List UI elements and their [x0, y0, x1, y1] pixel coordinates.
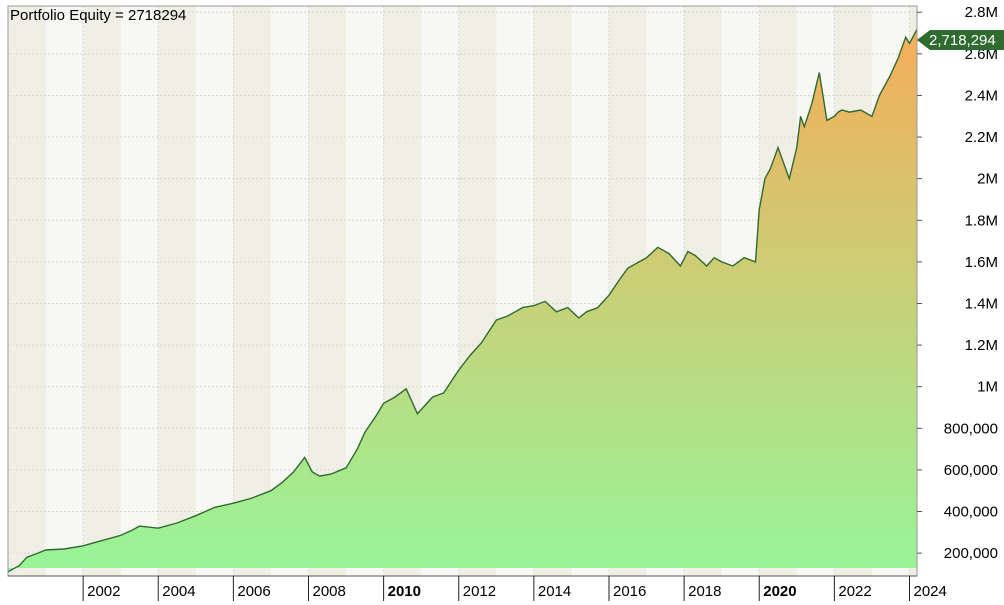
equity-area [8, 29, 917, 572]
x-tick-label: 2018 [688, 583, 721, 600]
x-tick-label: 2024 [913, 583, 946, 600]
y-tick-label: 2.8M [965, 4, 998, 21]
year-band [233, 6, 271, 576]
x-axis: 2002 2004 2006 2008 2010 2012 2014 2016 2018 2020… [8, 575, 947, 601]
x-tick-label: 2008 [312, 583, 345, 600]
x-tick-label: 2014 [538, 583, 571, 600]
y-tick-label: 2.2M [965, 129, 998, 146]
y-tick-label: 2.4M [965, 87, 998, 104]
y-tick-label: 1.6M [965, 254, 998, 271]
y-tick-label: 800,000 [944, 420, 998, 437]
x-tick-label: 2020 [763, 583, 796, 600]
last-value-flag [917, 30, 1004, 50]
year-band [83, 6, 121, 576]
x-tick-label: 2002 [87, 583, 120, 600]
year-band [8, 6, 46, 576]
equity-line [8, 28, 917, 573]
y-axis: 200,000 400,000 600,000 800,000 1M 1.2M 1.4M 1.… [917, 4, 998, 562]
x-tick-label: 2010 [388, 583, 421, 600]
x-tick-label: 2004 [162, 583, 195, 600]
last-value-label: 2,718,294 [929, 32, 996, 49]
y-tick-label: 600,000 [944, 462, 998, 479]
y-tick-label: 400,000 [944, 504, 998, 521]
year-band [158, 6, 196, 576]
y-tick-label: 200,000 [944, 545, 998, 562]
chart-title: Portfolio Equity = 2718294 [10, 7, 186, 24]
y-tick-label: 1M [977, 379, 998, 396]
y-tick-label: 1.2M [965, 337, 998, 354]
x-tick-label: 2016 [613, 583, 646, 600]
y-tick-label: 2M [977, 171, 998, 188]
x-tick-label: 2022 [838, 583, 871, 600]
y-tick-label: 1.4M [965, 295, 998, 312]
y-tick-label: 2.6M [965, 46, 998, 63]
last-value-marker: 2,718,294 [917, 30, 1004, 50]
y-tick-label: 1.8M [965, 212, 998, 229]
x-tick-label: 2012 [463, 583, 496, 600]
x-tick-label: 2006 [237, 583, 270, 600]
